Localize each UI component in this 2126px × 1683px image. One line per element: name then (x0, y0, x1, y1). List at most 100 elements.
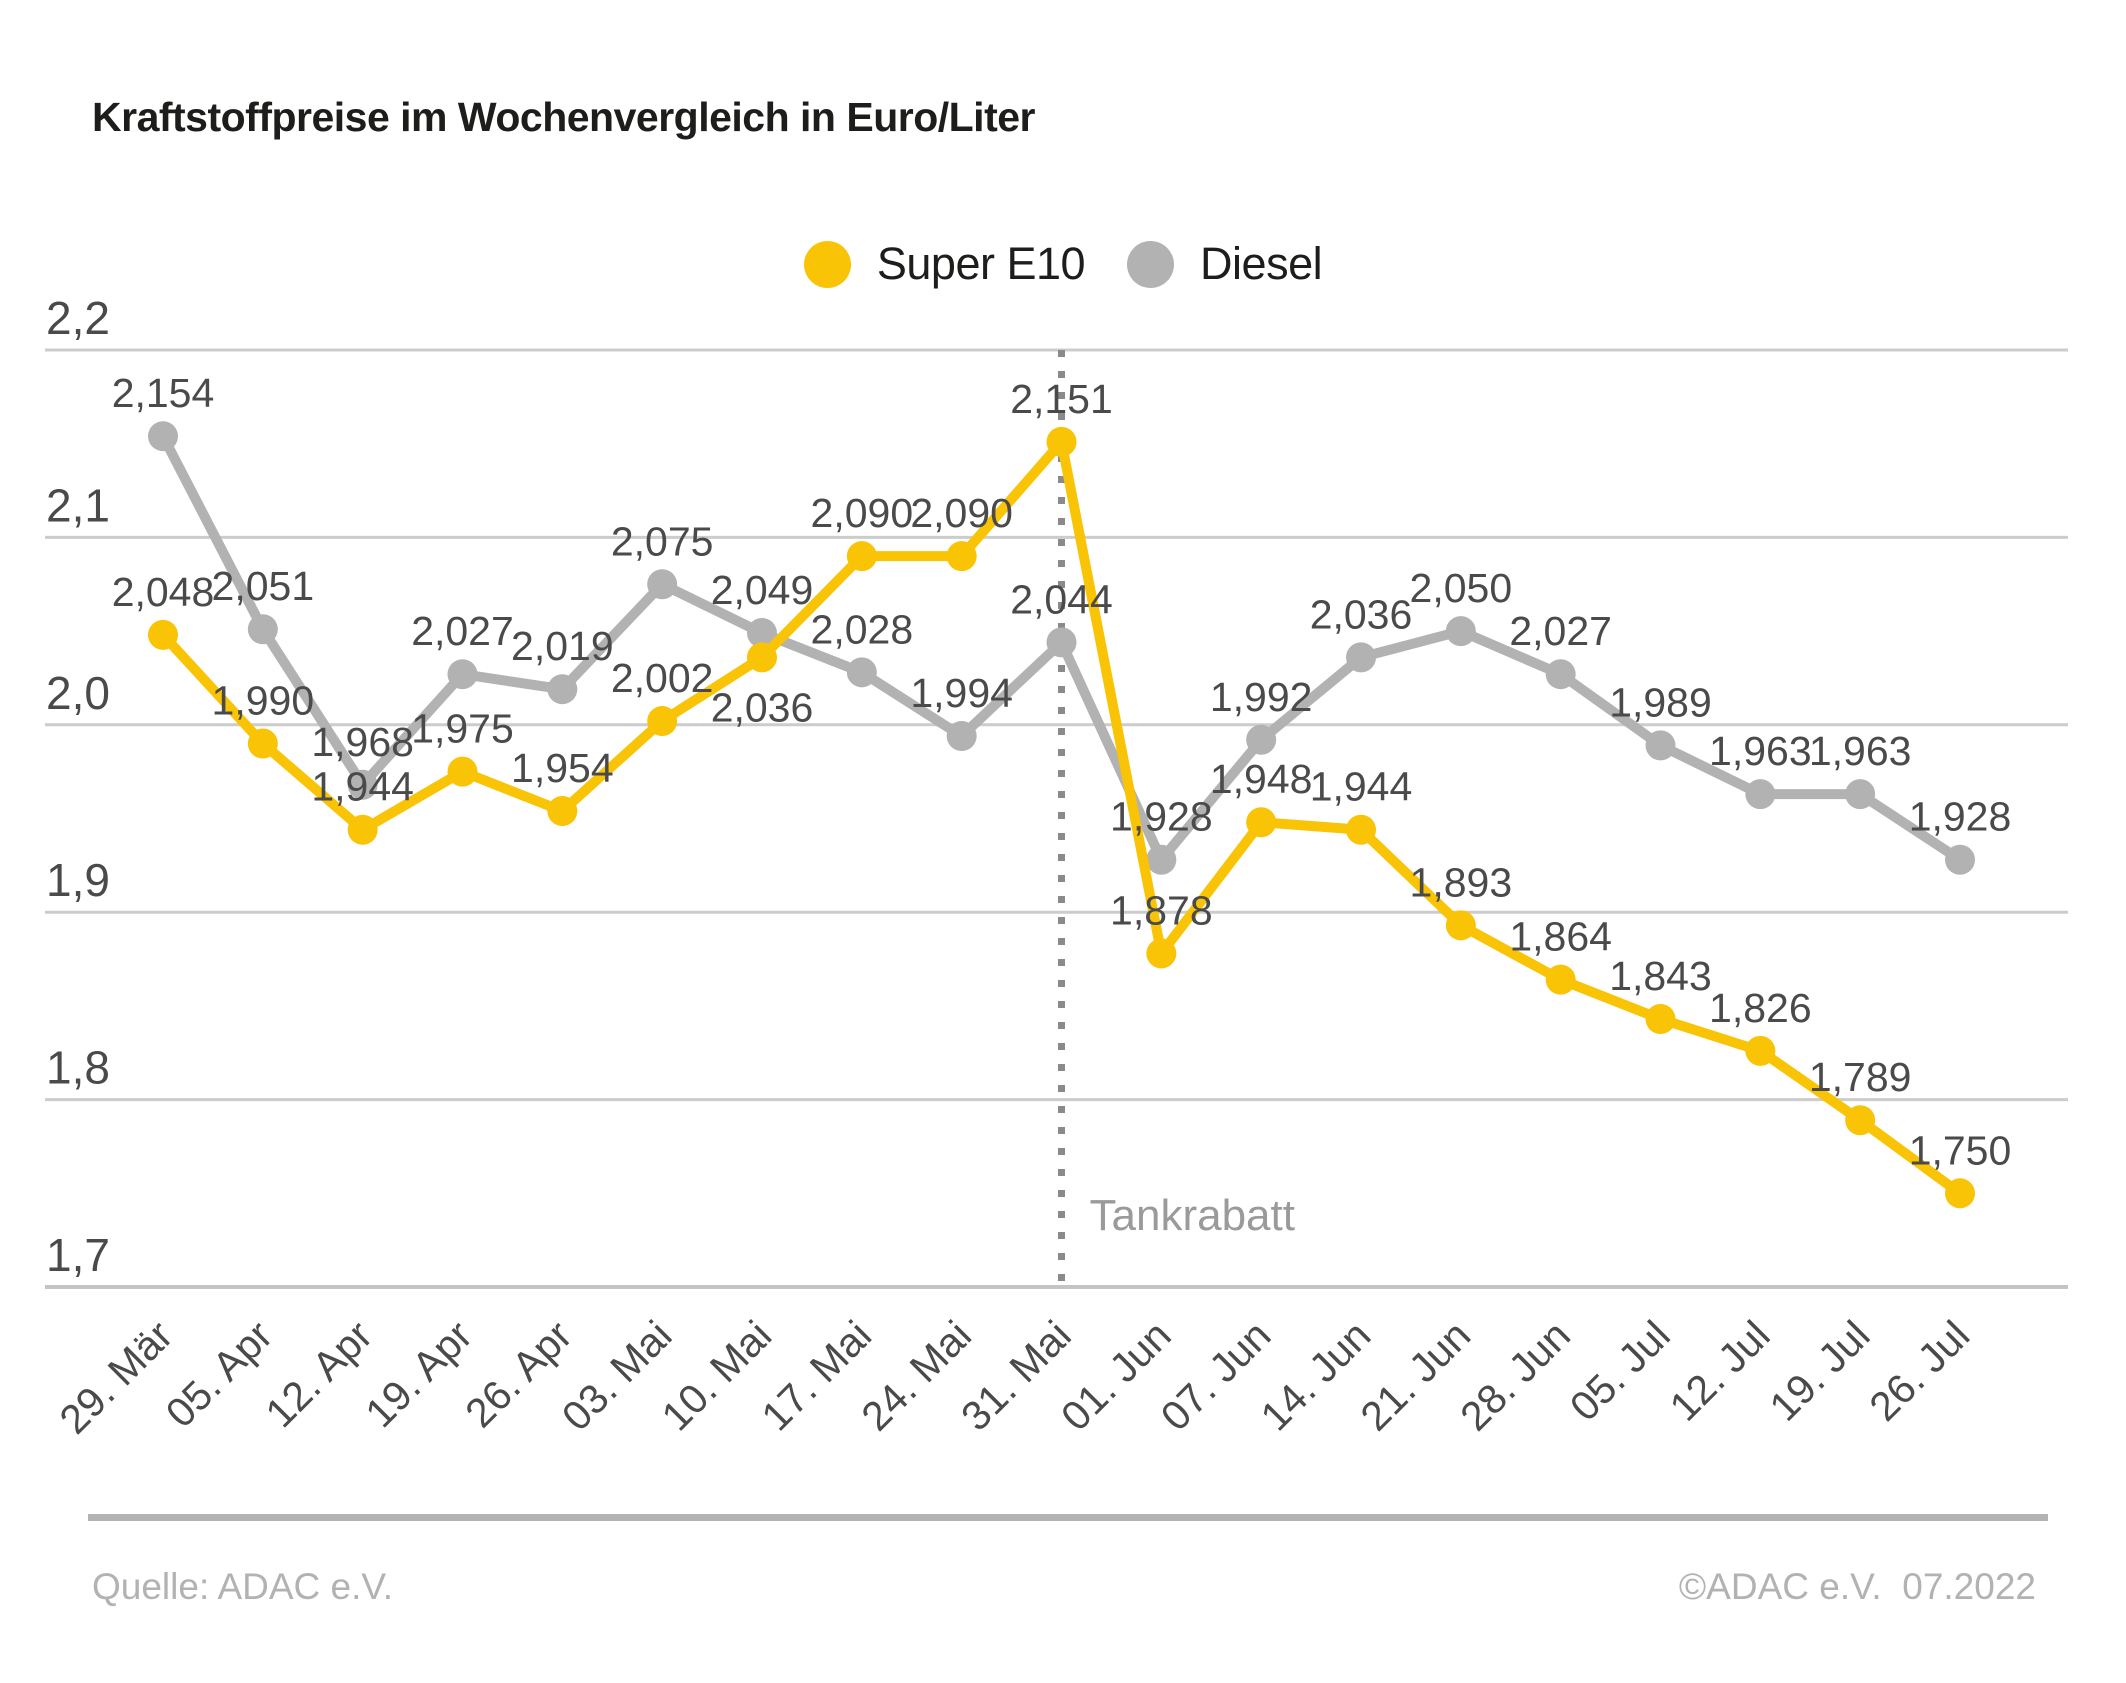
diesel-data-point (1046, 627, 1077, 658)
super-e10-data-point (1945, 1178, 1975, 1209)
super-e10-data-point (647, 706, 678, 737)
y-tick-label: 2,2 (46, 292, 110, 344)
diesel-data-label: 1,963 (1709, 728, 1812, 774)
copyright-note: ©ADAC e.V. 07.2022 (1678, 1566, 2036, 1607)
super-e10-data-label: 1,948 (1210, 756, 1313, 802)
super-e10-data-point (247, 728, 278, 759)
super-e10-data-label: 2,090 (910, 490, 1013, 536)
x-tick-label: 21. Jun (1352, 1312, 1480, 1440)
y-tick-label: 1,9 (46, 854, 110, 906)
x-tick-label: 24. Mai (852, 1312, 980, 1440)
diesel-data-label: 2,019 (511, 623, 614, 669)
diesel-data-label: 1,994 (910, 670, 1013, 716)
super-e10-data-point (946, 541, 977, 572)
x-tick-label: 31. Mai (952, 1312, 1080, 1440)
diesel-data-label: 2,051 (212, 563, 315, 609)
diesel-data-point (1146, 844, 1177, 875)
diesel-data-label: 2,049 (711, 567, 814, 613)
diesel-data-label: 2,044 (1010, 576, 1113, 622)
super-e10-data-label: 1,843 (1609, 953, 1712, 999)
diesel-data-point (247, 614, 278, 645)
diesel-data-label: 2,075 (611, 518, 714, 564)
legend-item-super-e10: Super E10 (803, 238, 1086, 290)
x-tick-label: 26. Jul (1860, 1312, 1978, 1430)
diesel-data-label: 2,028 (811, 606, 914, 652)
super-e10-data-point (347, 814, 378, 845)
super-e10-data-point (1845, 1105, 1876, 1136)
super-e10-dot-icon (803, 240, 851, 288)
diesel-data-label: 1,992 (1210, 674, 1313, 720)
super-e10-data-point (846, 541, 877, 572)
x-tick-label: 19. Apr (356, 1312, 480, 1436)
super-e10-data-label: 1,893 (1410, 859, 1513, 905)
x-tick-label: 05. Jul (1561, 1312, 1679, 1430)
diesel-data-point (1545, 659, 1576, 690)
diesel-data-point (1745, 779, 1776, 810)
super-e10-data-point (1745, 1035, 1776, 1066)
x-tick-label: 01. Jun (1052, 1312, 1180, 1440)
super-e10-data-label: 1,878 (1110, 887, 1213, 933)
super-e10-data-label: 1,864 (1509, 914, 1612, 960)
x-tick-label: 07. Jun (1152, 1312, 1280, 1440)
legend-label-diesel: Diesel (1200, 238, 1323, 289)
diesel-data-label: 1,928 (1909, 794, 2012, 840)
super-e10-data-label: 1,975 (411, 706, 514, 752)
super-e10-data-point (1146, 938, 1177, 969)
y-tick-label: 2,1 (46, 479, 110, 531)
super-e10-data-label: 1,944 (1310, 764, 1413, 810)
diesel-data-point (1645, 730, 1676, 761)
diesel-data-label: 1,968 (311, 719, 414, 765)
x-tick-label: 29. Mär (51, 1312, 182, 1443)
x-tick-label: 19. Jul (1761, 1312, 1879, 1430)
super-e10-data-point (1445, 910, 1476, 941)
diesel-data-label: 2,027 (411, 608, 514, 654)
y-tick-label: 1,7 (46, 1229, 110, 1281)
legend-label-super-e10: Super E10 (876, 238, 1086, 289)
super-e10-data-point (1046, 426, 1077, 457)
diesel-data-point (1945, 844, 1975, 875)
x-tick-label: 12. Jul (1661, 1312, 1779, 1430)
x-tick-label: 14. Jun (1252, 1312, 1380, 1440)
diesel-data-point (1845, 779, 1876, 810)
diesel-data-label: 2,027 (1509, 608, 1612, 654)
diesel-data-label: 1,963 (1809, 728, 1912, 774)
super-e10-data-label: 1,990 (212, 678, 315, 724)
tankrabatt-label: Tankrabatt (1090, 1191, 1295, 1240)
diesel-data-point (747, 617, 777, 648)
super-e10-data-label: 2,151 (1010, 376, 1113, 422)
chart-title: Kraftstoffpreise im Wochenvergleich in E… (92, 94, 1035, 140)
diesel-data-label: 1,928 (1110, 794, 1213, 840)
super-e10-data-point (447, 756, 478, 787)
diesel-data-label: 2,036 (1310, 591, 1413, 637)
super-e10-data-label: 2,048 (112, 569, 215, 615)
super-e10-data-label: 1,944 (311, 764, 414, 810)
x-tick-label: 05. Apr (157, 1312, 281, 1436)
diesel-data-point (547, 674, 578, 705)
x-tick-label: 12. Apr (257, 1312, 381, 1436)
super-e10-data-label: 1,954 (511, 745, 614, 791)
diesel-data-point (1445, 616, 1476, 647)
diesel-data-label: 2,154 (112, 370, 215, 416)
x-tick-label: 26. Apr (456, 1312, 580, 1436)
footer-divider (88, 1514, 2048, 1521)
x-tick-label: 28. Jun (1451, 1312, 1579, 1440)
diesel-data-point (347, 769, 378, 800)
super-e10-data-point (1346, 814, 1376, 845)
super-e10-data-point (547, 796, 578, 827)
super-e10-data-label: 2,090 (811, 490, 914, 536)
super-e10-data-label: 2,036 (711, 684, 814, 730)
super-e10-data-point (747, 642, 777, 673)
diesel-data-point (647, 569, 678, 600)
super-e10-data-label: 1,750 (1909, 1127, 2012, 1173)
y-tick-label: 2,0 (46, 667, 110, 719)
diesel-data-point (946, 721, 977, 752)
diesel-data-label: 1,989 (1609, 679, 1712, 725)
legend-item-diesel: Diesel (1127, 238, 1323, 290)
x-tick-label: 10. Mai (653, 1312, 781, 1440)
diesel-data-point (1346, 642, 1376, 673)
diesel-data-label: 2,050 (1410, 565, 1513, 611)
diesel-data-point (846, 657, 877, 688)
super-e10-data-point (1246, 807, 1277, 838)
